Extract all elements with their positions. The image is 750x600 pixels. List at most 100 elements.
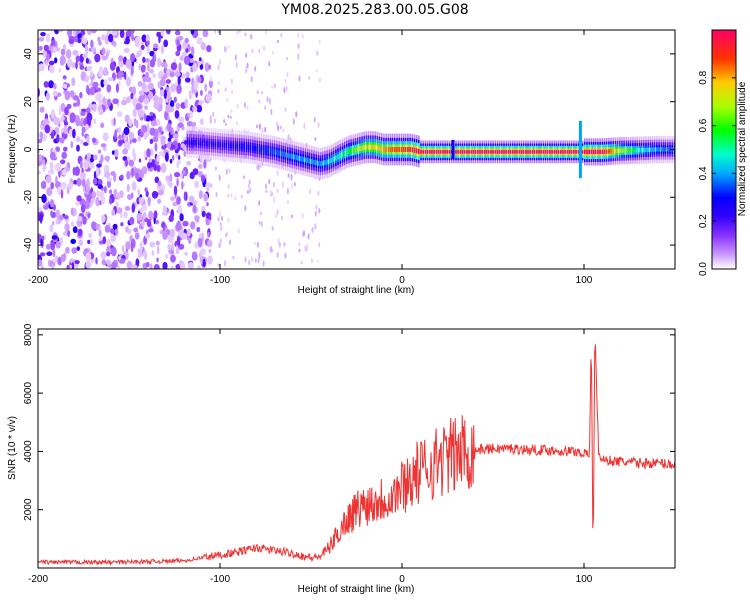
spectrogram-ridge-cell [603, 149, 606, 154]
spectrogram-speckle [202, 30, 209, 38]
spectrogram-ridge-cell [291, 154, 293, 159]
spectrogram-ridge-cell [354, 147, 357, 153]
spectrogram-speckle [76, 195, 82, 202]
spectrogram-speckle [92, 103, 97, 112]
spectrogram-speckle [130, 65, 134, 76]
spectrogram-speckle [116, 192, 121, 198]
spectrogram-ridge-cell [551, 150, 553, 154]
spectrogram-ridge-cell [389, 147, 392, 152]
spectrogram-speckle [225, 122, 227, 126]
spectrogram-speckle [111, 209, 116, 216]
spectrogram-speckle [74, 260, 80, 265]
spectrogram-speckle [149, 68, 154, 74]
spectrogram-speckle [205, 93, 212, 103]
spectrogram-speckle [185, 48, 189, 53]
spectrogram-speckle [58, 68, 62, 73]
spectrogram-speckle [189, 110, 193, 119]
spectrogram-speckle [71, 62, 76, 69]
spectrogram-speckle [110, 266, 116, 269]
spectrogram-ridge-cell [592, 149, 595, 154]
spectrogram-ridge-cell [518, 150, 521, 154]
spectrogram-speckle [160, 163, 167, 173]
spectrogram-ridge-cell [387, 147, 390, 152]
spectrogram-ridge-cell [490, 150, 492, 154]
spectrogram-ridge-cell [337, 154, 339, 160]
spectrogram-ridge-cell [188, 139, 191, 145]
spectrogram-speckle [161, 144, 167, 150]
spectrogram-ridge-cell [280, 151, 283, 157]
spectrogram-speckle [225, 232, 228, 238]
spectrogram-speckle [98, 69, 104, 77]
spectrogram-speckle [277, 237, 280, 245]
spectrogram-speckle [148, 158, 153, 163]
spectrogram-speckle [59, 137, 65, 144]
spectrogram-ridge-cell [317, 160, 320, 166]
spectrogram-speckle [89, 238, 94, 246]
spectrogram-ridge-cell [249, 145, 252, 151]
spectrogram-speckle [55, 218, 59, 225]
spectrogram-speckle [268, 178, 271, 185]
spectrogram-speckle [273, 82, 276, 89]
spectrogram-speckle [123, 211, 128, 219]
spectrogram-speckle [194, 106, 198, 112]
spectrogram-speckle [108, 33, 114, 43]
x-tick-label: 100 [576, 574, 593, 585]
spectrogram-ridge-cell [195, 140, 197, 146]
spectrogram-speckle [224, 87, 227, 92]
spectrogram-speckle [130, 92, 134, 100]
spectrogram-speckle [174, 110, 180, 119]
spectrogram-speckle [151, 250, 155, 256]
spectrogram-speckle [141, 124, 148, 133]
spectrogram-ridge-cell [667, 147, 669, 152]
spectrogram-speckle [158, 151, 164, 156]
spectrogram-x-label: Height of straight line (km) [298, 285, 415, 296]
spectrogram-speckle [85, 184, 90, 192]
spectrogram-speckle [150, 120, 157, 127]
spectrogram-speckle [80, 204, 86, 214]
spectrogram-speckle [139, 47, 142, 57]
spectrogram-speckle [181, 72, 186, 79]
spectrogram-speckle [173, 185, 178, 196]
spectrogram-speckle [80, 139, 84, 145]
spectrogram-speckle [153, 264, 160, 269]
spectrogram-ridge-cell [492, 150, 494, 154]
spectrogram-speckle [205, 182, 212, 188]
spectrogram-speckle [102, 146, 107, 152]
spectrogram-speckle [54, 57, 58, 64]
spectrogram-speckle [62, 75, 67, 80]
spectrogram-speckle [184, 77, 191, 83]
spectrogram-speckle [72, 226, 78, 234]
spectrogram-ridge-cell [614, 148, 617, 154]
spectrogram-ridge-cell [306, 158, 309, 163]
spectrogram-speckle [284, 79, 287, 84]
spectrogram-speckle [196, 37, 203, 45]
spectrogram-speckle [95, 167, 100, 178]
spectrogram-ridge-cell [365, 144, 368, 150]
spectrogram-speckle [284, 253, 287, 259]
spectrogram-speckle [254, 258, 257, 263]
spectrogram-speckle [60, 189, 64, 199]
spectrogram-speckle [102, 132, 109, 142]
spectrogram-speckle [176, 196, 181, 205]
spectrogram-speckle [270, 245, 272, 253]
spectrogram-speckle [210, 183, 213, 188]
spectrogram-speckle [88, 103, 93, 109]
spectrogram-speckle [188, 195, 195, 203]
spectrogram-speckle [131, 33, 135, 42]
spectrogram-speckle [68, 181, 73, 190]
spectrogram-speckle [81, 131, 84, 137]
spectrogram-ridge-cell [649, 147, 652, 152]
spectrogram-speckle [52, 249, 56, 258]
spectrogram-speckle [135, 172, 140, 180]
spectrogram-speckle [131, 203, 136, 213]
spectrogram-spike [578, 120, 582, 179]
spectrogram-speckle [261, 127, 264, 134]
spectrogram-speckle [115, 83, 119, 93]
spectrogram-speckle [183, 191, 187, 202]
spectrogram-ridge-cell [304, 157, 307, 163]
spectrogram-ridge-cell [254, 145, 256, 151]
spectrogram-speckle [180, 261, 186, 269]
spectrogram-ridge-cell [402, 147, 405, 152]
spectrogram-speckle [276, 39, 279, 44]
spectrogram-speckle [224, 45, 227, 53]
